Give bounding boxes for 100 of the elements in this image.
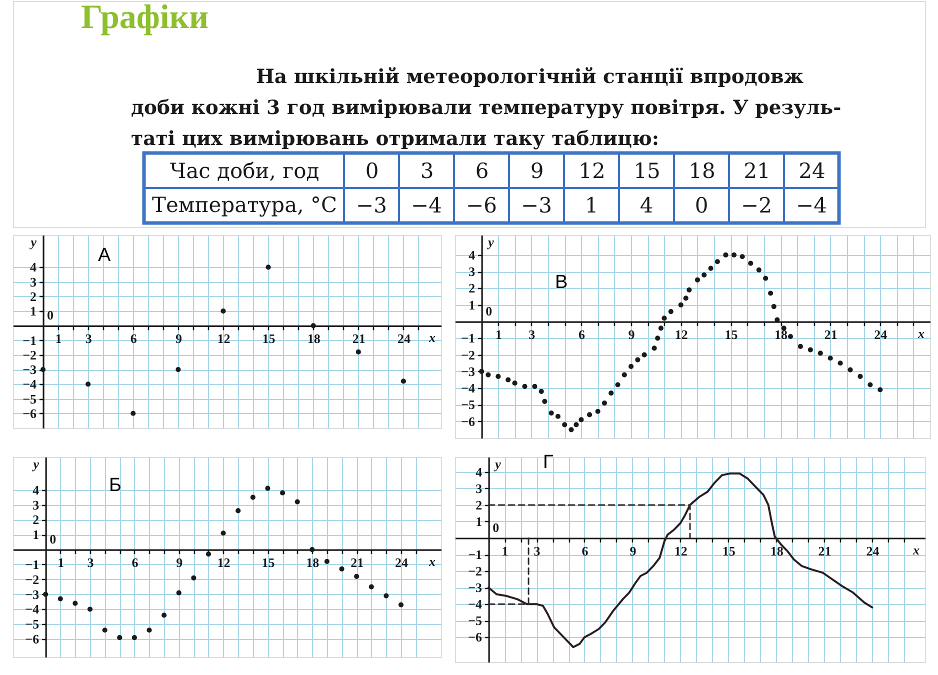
- y-tick-label: −4: [461, 380, 476, 396]
- x-tick-label: 9: [630, 544, 637, 559]
- y-tick-label: 3: [30, 274, 38, 290]
- point: [506, 377, 511, 382]
- point: [486, 372, 491, 378]
- x-tick-label: 12: [674, 544, 688, 559]
- point: [615, 382, 620, 388]
- x-tick-label: 3: [528, 327, 536, 342]
- y-tick-label: −5: [25, 616, 40, 632]
- y-tick-label: 1: [30, 304, 37, 319]
- point: [324, 558, 330, 564]
- y-axis-title: y: [28, 234, 37, 250]
- point: [652, 346, 657, 351]
- point: [655, 336, 660, 341]
- x-tick-label: 21: [818, 544, 832, 559]
- x-tick-label: 24: [395, 555, 409, 570]
- y-tick-label: −6: [22, 406, 38, 421]
- y-tick-label: −4: [25, 602, 40, 617]
- x-tick-label: 9: [175, 331, 182, 346]
- y-tick-label: 1: [32, 527, 40, 542]
- x-tick-label: 21: [824, 327, 838, 342]
- y-tick-label: −2: [461, 347, 476, 362]
- y-tick-label: 2: [30, 288, 37, 304]
- point: [354, 574, 360, 579]
- point: [686, 287, 692, 292]
- y-tick-label: −3: [25, 586, 40, 602]
- point: [58, 596, 63, 602]
- point: [176, 590, 182, 596]
- x-tick-label: 12: [217, 331, 230, 346]
- point: [798, 344, 804, 350]
- point: [532, 384, 538, 389]
- y-tick-label: 4: [468, 247, 476, 262]
- point: [878, 387, 883, 392]
- x-tick-label: 18: [688, 159, 716, 183]
- x-tick-label: 9: [628, 327, 636, 342]
- point: [608, 390, 614, 396]
- point: [808, 347, 813, 352]
- point: [586, 412, 592, 418]
- x-tick-label: 15: [262, 555, 276, 570]
- y-tick-label: −2: [22, 347, 37, 362]
- point: [595, 408, 600, 414]
- point: [130, 410, 136, 416]
- point: [763, 276, 768, 281]
- y-tick-label: 1: [476, 514, 482, 529]
- point: [683, 296, 688, 301]
- y-tick-label: −1: [25, 556, 40, 572]
- x-axis-title: x: [912, 542, 920, 558]
- point: [250, 494, 256, 500]
- x-tick-label: 18: [774, 327, 788, 342]
- point: [542, 398, 548, 404]
- x-tick-label: 0: [365, 159, 379, 183]
- x-tick-label: 24: [874, 327, 888, 342]
- data-label: −3: [356, 194, 387, 218]
- y-tick-label: −3: [22, 362, 38, 378]
- annotation: 0: [486, 304, 492, 319]
- point: [132, 635, 137, 640]
- point: [678, 302, 684, 308]
- y-axis-title: y: [31, 456, 40, 472]
- y-tick-label: 3: [468, 264, 476, 280]
- y-tick-label: −3: [468, 580, 483, 596]
- x-axis-title: x: [917, 326, 925, 342]
- y-tick-label: −5: [461, 397, 476, 412]
- point: [748, 260, 754, 266]
- point: [206, 551, 212, 557]
- point: [642, 352, 647, 358]
- y-tick-label: 4: [476, 464, 483, 480]
- x-tick-label: 1: [58, 555, 64, 570]
- point: [658, 326, 664, 331]
- point: [668, 308, 674, 314]
- point: [310, 546, 315, 552]
- data-label: −4: [796, 194, 827, 218]
- point: [858, 374, 863, 379]
- point: [398, 602, 404, 608]
- point: [220, 530, 226, 536]
- point: [310, 323, 316, 328]
- point: [40, 366, 46, 372]
- point: [555, 414, 561, 419]
- y-tick-label: −5: [22, 391, 38, 406]
- x-tick-label: 15: [724, 327, 738, 342]
- point: [236, 508, 241, 514]
- point: [708, 266, 714, 271]
- x-tick-label: 3: [420, 159, 434, 183]
- point: [868, 382, 873, 388]
- point: [622, 372, 627, 378]
- x-tick-label: 12: [578, 159, 606, 183]
- x-tick-label: 3: [87, 555, 94, 570]
- point: [220, 308, 226, 314]
- text: В: [555, 272, 568, 293]
- point: [368, 584, 374, 590]
- annotation: 0: [47, 308, 54, 323]
- point: [602, 400, 608, 406]
- x-tick-label: 9: [530, 159, 544, 183]
- point: [818, 350, 823, 356]
- y-tick-label: 4: [30, 260, 38, 275]
- x-tick-label: 18: [770, 544, 784, 559]
- y-tick-label: 3: [476, 480, 483, 496]
- y-tick-label: 4: [32, 482, 40, 498]
- x-tick-label: 18: [306, 555, 320, 570]
- point: [771, 304, 776, 310]
- y-tick-label: −1: [461, 330, 476, 346]
